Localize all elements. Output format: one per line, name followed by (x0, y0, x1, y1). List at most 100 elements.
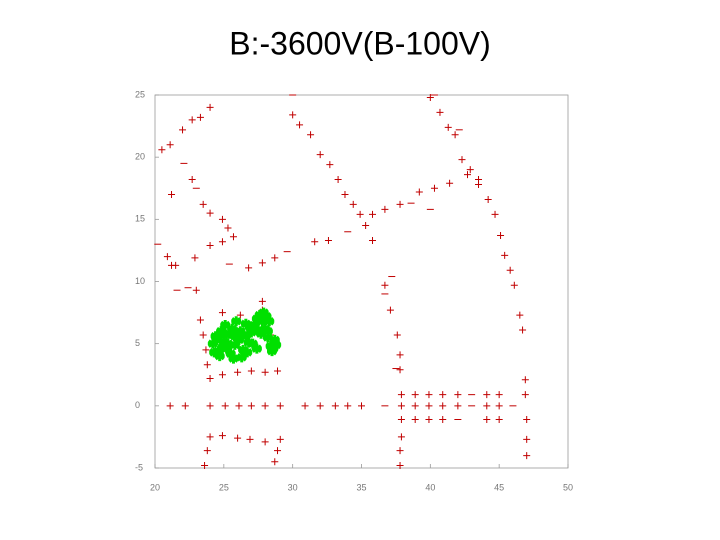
point (491, 210, 499, 218)
point (495, 416, 503, 424)
x-tick-label: 25 (219, 482, 229, 492)
point (206, 402, 214, 410)
slide-title: B:-3600V(B-100V) (229, 25, 490, 61)
point (240, 318, 251, 329)
point (229, 331, 240, 342)
point (224, 224, 232, 232)
point (324, 236, 332, 244)
point (316, 402, 324, 410)
point (188, 176, 196, 184)
point (484, 195, 492, 203)
point (217, 342, 228, 353)
point (436, 108, 444, 116)
point (396, 351, 404, 359)
point (331, 402, 339, 410)
point (235, 402, 243, 410)
point (267, 346, 278, 357)
point (510, 281, 518, 289)
point (179, 126, 187, 134)
point (397, 391, 405, 399)
point (415, 188, 423, 196)
point (425, 391, 433, 399)
point (497, 231, 505, 239)
point (425, 416, 433, 424)
point (430, 184, 438, 192)
point (397, 433, 405, 441)
point (466, 166, 474, 174)
x-tick-label: 30 (288, 482, 298, 492)
point (386, 306, 394, 314)
point (199, 331, 207, 339)
point (261, 402, 269, 410)
point (483, 402, 491, 410)
point (425, 402, 433, 410)
point (506, 266, 514, 274)
point (501, 251, 509, 259)
point (523, 416, 531, 424)
point (224, 328, 235, 339)
point (214, 351, 225, 362)
point (411, 416, 419, 424)
point (396, 462, 404, 470)
point (523, 452, 531, 460)
point (271, 254, 279, 262)
point (242, 347, 253, 358)
point (246, 435, 254, 443)
point (264, 316, 275, 327)
point (236, 311, 244, 319)
point (199, 200, 207, 208)
point (495, 402, 503, 410)
point (247, 367, 255, 375)
point (451, 131, 459, 139)
x-tick-label: 40 (425, 482, 435, 492)
point (222, 338, 233, 349)
point (289, 111, 297, 119)
point (454, 391, 462, 399)
point (397, 416, 405, 424)
point (218, 329, 229, 340)
point (458, 156, 466, 164)
point (240, 331, 251, 342)
point (381, 205, 389, 213)
point (483, 416, 491, 424)
point (411, 391, 419, 399)
point (203, 447, 211, 455)
point (166, 402, 174, 410)
point (168, 261, 176, 269)
point (369, 210, 377, 218)
point (225, 348, 236, 359)
point (234, 434, 242, 442)
point (218, 238, 226, 246)
y-tick-label: 20 (135, 152, 145, 162)
y-tick-label: 15 (135, 214, 145, 224)
x-tick-label: 45 (494, 482, 504, 492)
point (519, 326, 527, 334)
point (439, 402, 447, 410)
point (262, 326, 273, 337)
point (158, 146, 166, 154)
point (307, 131, 315, 139)
point (261, 368, 269, 376)
point (218, 432, 226, 440)
y-tick-label: 10 (135, 276, 145, 286)
point (274, 447, 282, 455)
point (261, 311, 272, 322)
point (464, 171, 472, 179)
point (207, 338, 218, 349)
point (446, 179, 454, 187)
point (381, 281, 389, 289)
point (196, 113, 204, 121)
point (276, 402, 284, 410)
point (261, 438, 269, 446)
point (349, 200, 357, 208)
point (396, 200, 404, 208)
point (344, 402, 352, 410)
point (411, 402, 419, 410)
point (229, 339, 240, 350)
point (218, 215, 226, 223)
point (274, 367, 282, 375)
point (227, 323, 238, 334)
point (209, 347, 220, 358)
point (203, 361, 211, 369)
point (271, 458, 279, 466)
